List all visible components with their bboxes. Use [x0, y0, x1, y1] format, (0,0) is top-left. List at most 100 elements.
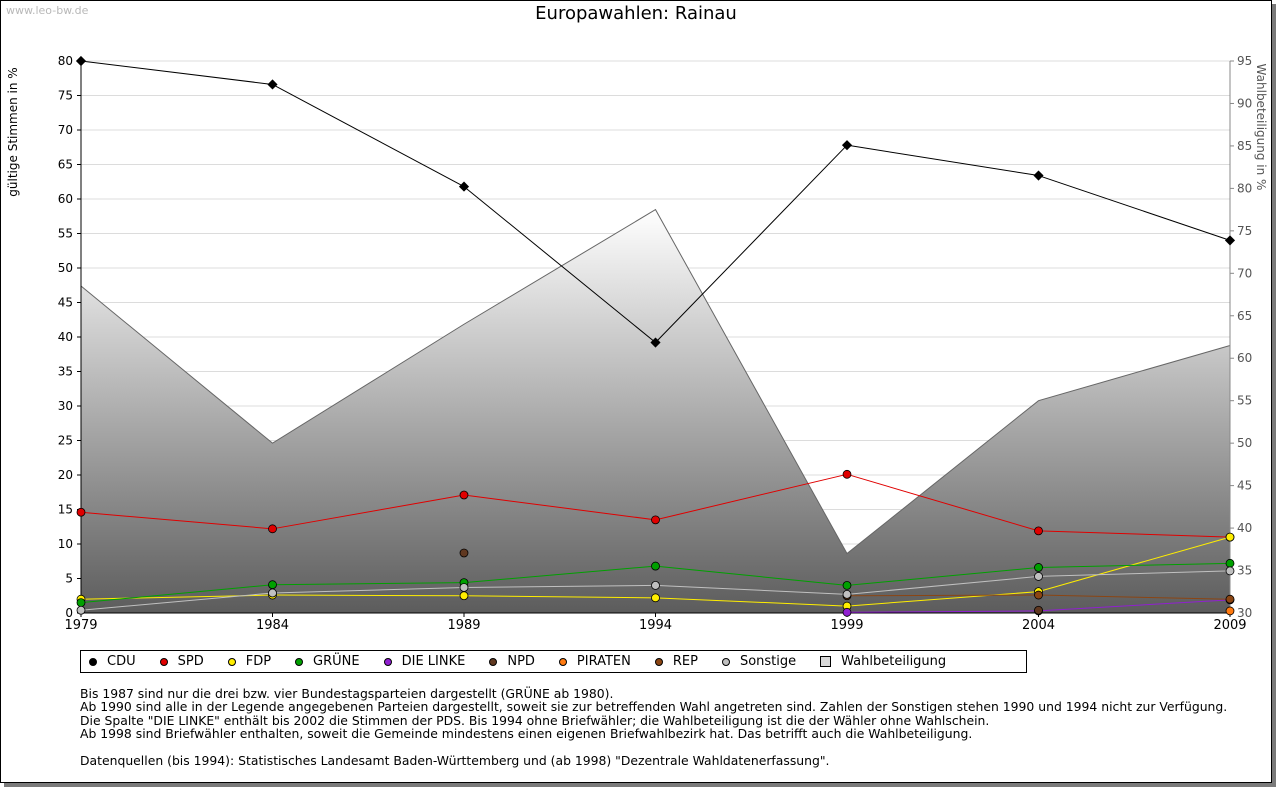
legend-label: NPD — [507, 654, 535, 669]
y-right-tick-label: 50 — [1237, 436, 1252, 450]
data-point-sonstige — [268, 588, 277, 598]
series-rep — [846, 594, 1231, 600]
y-left-tick-label: 0 — [65, 606, 73, 620]
y-right-tick-label: 60 — [1237, 351, 1252, 365]
data-point-spd — [651, 515, 660, 525]
y-left-tick-label: 15 — [58, 503, 73, 517]
series-line-spd — [1038, 530, 1231, 538]
y-right-tick-label: 90 — [1237, 96, 1252, 110]
legend-marker-icon — [721, 657, 730, 666]
legend-item-piraten: PIRATEN — [558, 654, 631, 669]
series-line-gr-ne — [272, 582, 465, 586]
chart-title: Europawahlen: Rainau — [535, 3, 737, 24]
series-line-fdp — [1038, 536, 1231, 593]
data-point-spd — [842, 469, 852, 479]
series-line-sonstige — [80, 592, 273, 611]
data-point-sonstige — [76, 605, 86, 615]
legend-item-sonstige: Sonstige — [721, 654, 797, 669]
series-line-cdu — [80, 60, 273, 85]
footnote-spacer — [80, 741, 1260, 754]
y-right-tick-label: 65 — [1237, 309, 1252, 323]
legend-marker-icon — [383, 657, 392, 666]
series-line-cdu — [846, 144, 1039, 177]
legend-item-gr-ne: GRÜNE — [295, 654, 360, 669]
series-line-sonstige — [655, 584, 848, 595]
y-right-tick-label: 95 — [1237, 54, 1252, 68]
series-line-spd — [272, 494, 465, 530]
data-point-fdp — [651, 593, 660, 603]
legend-item-die-linke: DIE LINKE — [383, 654, 466, 669]
series-line-spd — [655, 473, 848, 521]
turnout-line — [80, 208, 1231, 555]
y-left-tick-label: 45 — [58, 296, 73, 310]
legend-marker-icon — [295, 657, 304, 666]
data-point-gr-ne — [651, 561, 660, 571]
data-point-sonstige — [1034, 572, 1043, 581]
legend-marker-icon — [558, 657, 567, 666]
legend-marker-icon — [227, 657, 236, 666]
series-spd — [80, 473, 1231, 538]
series-line-spd — [463, 494, 656, 521]
series-sonstige — [80, 570, 1231, 611]
legend: CDU SPD FDP GRÜNE DIE LINKE NPD PIRATEN REP Sons… — [80, 650, 1027, 673]
data-point-npd — [459, 548, 469, 558]
y-left-tick-label: 65 — [58, 158, 73, 172]
series-line-fdp — [463, 595, 656, 599]
footnote-line: Bis 1987 sind nur die drei bzw. vier Bun… — [80, 686, 614, 701]
footnote-line: Die Spalte "DIE LINKE" enthält bis 2002 … — [80, 712, 990, 728]
legend-item-rep: REP — [654, 654, 698, 669]
data-point-cdu — [267, 79, 278, 90]
series-line-rep — [846, 594, 1039, 597]
y-right-tick-label: 75 — [1237, 224, 1252, 238]
data-point-piraten — [1225, 606, 1235, 616]
legend-item-spd: SPD — [159, 654, 204, 669]
data-point-cdu — [650, 337, 661, 348]
series-line-gr-ne — [846, 566, 1039, 586]
data-point-gr-ne — [268, 580, 277, 590]
data-point-gr-ne — [1225, 558, 1235, 568]
data-point-cdu — [1033, 170, 1044, 181]
data-point-spd — [268, 524, 277, 534]
legend-marker-icon — [89, 657, 97, 666]
legend-label: CDU — [107, 654, 136, 669]
markers-sonstige — [76, 566, 1235, 615]
footnotes: Bis 1987 sind nur die drei bzw. vier Bun… — [80, 687, 1260, 767]
data-point-fdp — [1225, 532, 1235, 542]
legend-label: Wahlbeteiligung — [841, 654, 947, 669]
series-layer — [75, 55, 1236, 617]
legend-label: Sonstige — [739, 654, 797, 669]
y-left-tick-label: 35 — [58, 365, 73, 379]
x-tick-label: 2004 — [1022, 618, 1055, 633]
series-gr-ne — [80, 562, 1231, 604]
y-left-tick-label: 5 — [65, 572, 73, 586]
y-right-tick-label: 55 — [1237, 394, 1252, 408]
series-line-cdu — [1038, 175, 1231, 241]
footnote-sources: Datenquellen (bis 1994): Statistisches L… — [80, 752, 830, 768]
y-left-tick-label: 60 — [58, 192, 73, 206]
series-line-gr-ne — [1038, 562, 1231, 568]
markers-piraten — [1225, 606, 1235, 616]
series-line-die-linke — [846, 610, 1039, 613]
data-point-sonstige — [842, 589, 852, 599]
data-point-spd — [76, 507, 86, 517]
y-right-tick-label: 35 — [1237, 564, 1252, 578]
legend-label: GRÜNE — [313, 654, 360, 669]
series-die-linke — [846, 599, 1231, 613]
legend-item-fdp: FDP — [227, 654, 271, 669]
y-right-tick-label: 45 — [1237, 479, 1252, 493]
markers-cdu — [75, 55, 1236, 348]
legend-label: DIE LINKE — [401, 654, 466, 669]
series-line-fdp — [272, 594, 465, 597]
x-tick-label: 1984 — [256, 618, 289, 633]
data-point-cdu — [841, 140, 853, 151]
y-right-tick-label: 40 — [1237, 521, 1252, 535]
legend-item-cdu: CDU — [89, 654, 136, 669]
legend-item-wahlbeteiligung: Wahlbeteiligung — [820, 654, 946, 669]
x-tick-label: 1989 — [447, 618, 480, 633]
markers-npd — [459, 548, 1043, 615]
data-point-fdp — [459, 591, 469, 601]
data-point-sonstige — [651, 581, 660, 590]
y-right-tick-label: 80 — [1237, 181, 1252, 195]
series-line-fdp — [846, 591, 1039, 607]
data-point-sonstige — [1225, 566, 1235, 576]
